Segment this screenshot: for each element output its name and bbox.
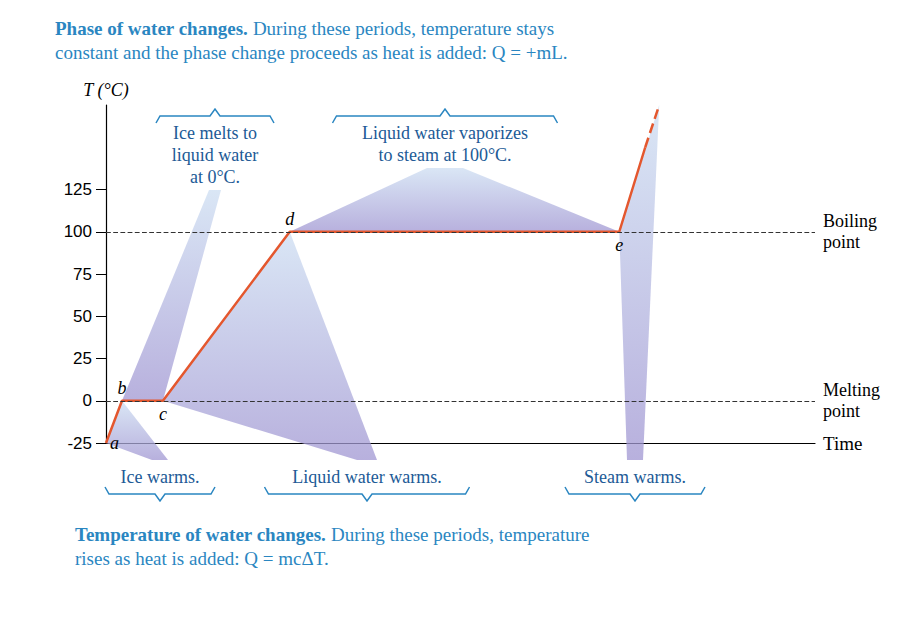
svg-text:25: 25 [73, 349, 92, 368]
svg-text:c: c [159, 404, 167, 424]
svg-text:e: e [615, 235, 623, 255]
svg-text:d: d [285, 209, 295, 229]
svg-text:During these periods, temperat: During these periods, temperature stays [253, 18, 554, 39]
svg-text:Temperature of water changes.: Temperature of water changes. [75, 524, 326, 545]
svg-text:rises as heat is added: Q = mc: rises as heat is added: Q = mcΔT. [75, 548, 329, 569]
svg-text:b: b [117, 378, 126, 398]
svg-text:Ice warms.: Ice warms. [121, 467, 200, 487]
svg-text:Boiling: Boiling [823, 211, 877, 231]
svg-text:100: 100 [64, 222, 92, 241]
svg-text:T (°C): T (°C) [83, 80, 128, 101]
svg-text:During these periods, temperat: During these periods, temperature [331, 524, 590, 545]
svg-text:75: 75 [73, 265, 92, 284]
svg-text:Liquid water warms.: Liquid water warms. [292, 467, 441, 487]
svg-text:liquid water: liquid water [172, 145, 258, 165]
svg-text:0: 0 [83, 391, 92, 410]
svg-text:at 0°C.: at 0°C. [190, 167, 240, 187]
svg-text:-25: -25 [67, 434, 92, 453]
svg-text:Time: Time [823, 433, 862, 454]
svg-text:a: a [110, 433, 119, 453]
svg-text:point: point [823, 401, 860, 421]
svg-text:Melting: Melting [823, 380, 880, 400]
svg-text:to steam at 100°C.: to steam at 100°C. [378, 145, 511, 165]
svg-text:Liquid water vaporizes: Liquid water vaporizes [362, 123, 528, 143]
svg-text:125: 125 [64, 180, 92, 199]
svg-text:Phase of water changes.: Phase of water changes. [55, 18, 248, 39]
svg-text:Ice melts to: Ice melts to [173, 123, 257, 143]
svg-text:50: 50 [73, 307, 92, 326]
svg-text:point: point [823, 232, 860, 252]
svg-text:constant and the phase change: constant and the phase change proceeds a… [55, 42, 568, 63]
svg-text:Steam warms.: Steam warms. [584, 467, 686, 487]
